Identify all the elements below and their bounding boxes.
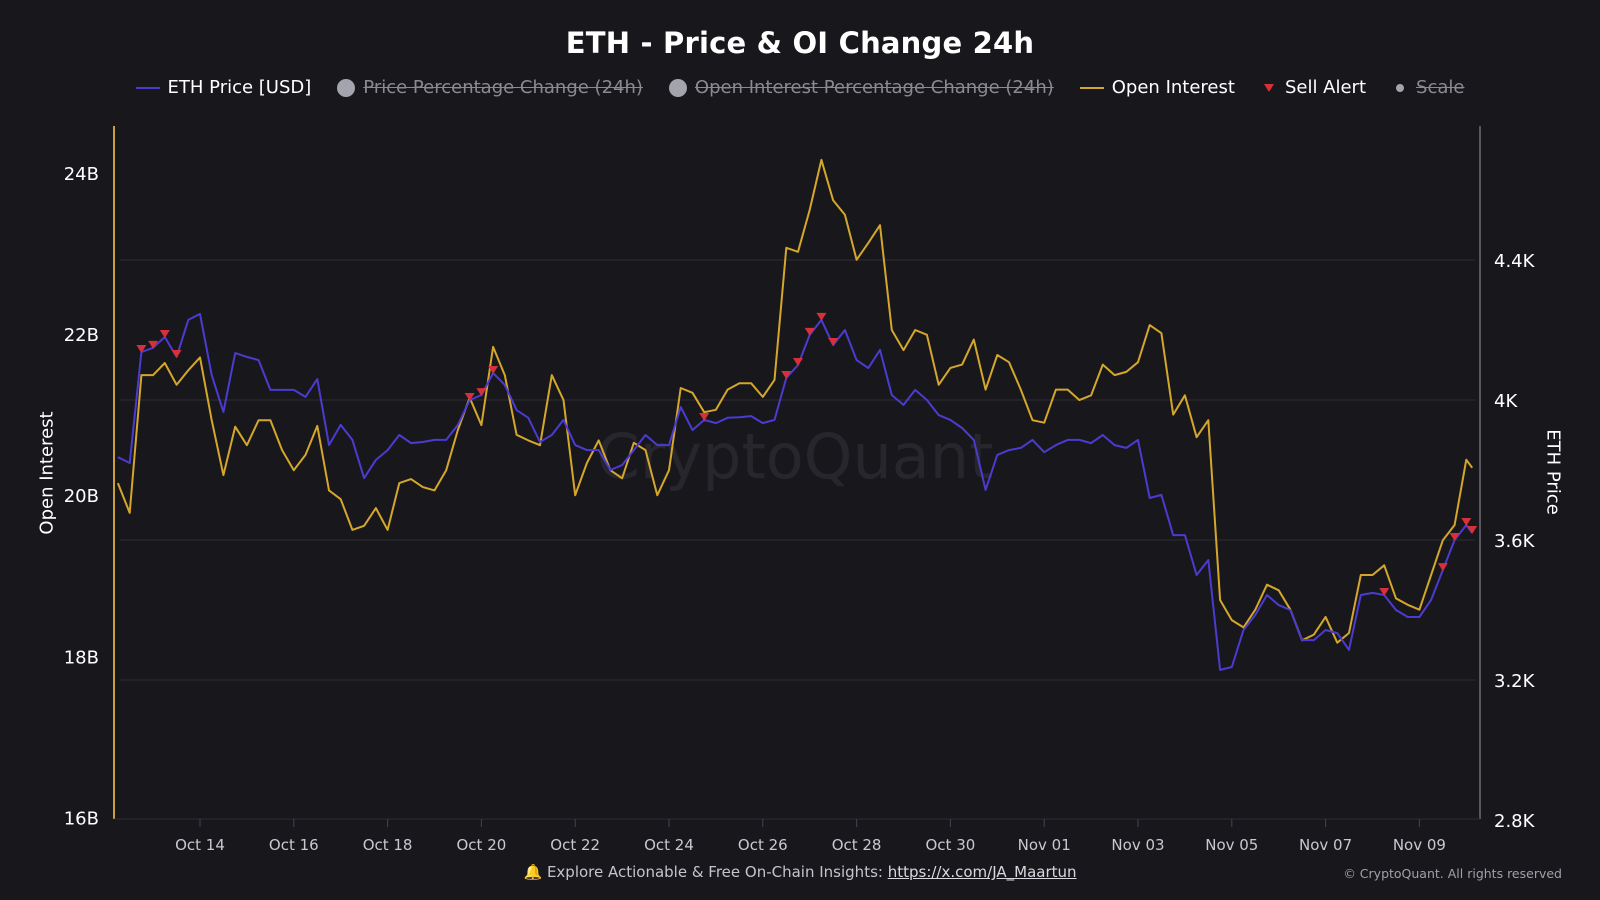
triangle-down-icon	[1263, 83, 1274, 92]
left-axis-title: Open Interest	[36, 411, 58, 535]
x-axis-tick-label: Oct 20	[457, 836, 507, 854]
right-axis-title: ETH Price	[1542, 429, 1564, 515]
right-axis-tick-label: 2.8K	[1494, 811, 1536, 832]
sell-alert-marker	[781, 370, 792, 379]
x-axis-tick-label: Oct 22	[550, 836, 600, 854]
x-axis-tick-label: Oct 14	[175, 836, 225, 854]
legend-item-eth-price[interactable]: ETH Price [USD]	[135, 77, 312, 98]
sell-alert-marker	[1449, 533, 1460, 541]
left-axis-tick-label: 20B	[64, 486, 99, 507]
sell-alert-marker	[1379, 587, 1390, 596]
legend-label: Open Interest	[1111, 77, 1235, 98]
sell-alert-marker	[792, 358, 803, 366]
sell-alert-marker	[804, 327, 815, 336]
legend-item-open-interest[interactable]: Open Interest	[1079, 77, 1235, 98]
circle-swatch-icon	[337, 78, 356, 97]
legend-item-price-pct-change[interactable]: Price Percentage Change (24h)	[337, 77, 643, 98]
x-axis-tick-label: Nov 07	[1299, 836, 1352, 854]
right-axis-tick-label: 4K	[1494, 391, 1518, 412]
sell-alert-marker	[488, 366, 499, 375]
legend-label: Price Percentage Change (24h)	[363, 77, 643, 98]
sell-alert-marker	[1467, 526, 1478, 534]
legend-label: Scale	[1416, 77, 1465, 98]
sell-alert-marker	[171, 349, 182, 358]
footer: 🔔 Explore Actionable & Free On-Chain Ins…	[0, 863, 1600, 881]
x-axis-tick-label: Oct 24	[644, 836, 694, 854]
line-swatch-icon	[1079, 86, 1104, 89]
sell-alert-marker	[136, 345, 147, 354]
left-axis-tick-label: 18B	[64, 647, 99, 668]
x-axis-tick-label: Oct 16	[269, 836, 319, 854]
x-axis-tick-label: Oct 26	[738, 836, 788, 854]
sell-alert-marker	[1461, 517, 1472, 526]
line-swatch-icon	[135, 86, 160, 89]
x-axis-tick-label: Nov 09	[1393, 836, 1446, 854]
bell-icon: 🔔	[523, 863, 543, 881]
legend-item-oi-pct-change[interactable]: Open Interest Percentage Change (24h)	[668, 77, 1054, 98]
right-axis-tick-label: 3.6K	[1494, 531, 1536, 552]
dot-swatch-icon	[1396, 83, 1405, 92]
x-axis-tick-label: Nov 05	[1205, 836, 1258, 854]
sell-alert-marker	[699, 412, 710, 421]
x-axis-tick-label: Oct 18	[363, 836, 413, 854]
watermark: CryptoQuant	[597, 420, 994, 493]
chart-title: ETH - Price & OI Change 24h	[565, 26, 1035, 60]
legend-label: Open Interest Percentage Change (24h)	[694, 77, 1054, 98]
copyright: © CryptoQuant. All rights reserved	[1343, 866, 1562, 881]
x-axis-tick-label: Nov 03	[1111, 836, 1164, 854]
legend: ETH Price [USD] Price Percentage Change …	[0, 77, 1600, 98]
sell-alert-marker	[464, 393, 475, 401]
sell-alert-marker	[1437, 563, 1448, 572]
legend-item-scale[interactable]: Scale	[1392, 77, 1464, 98]
sell-alert-marker	[476, 388, 487, 397]
sell-alert-marker	[828, 338, 839, 347]
footer-link[interactable]: https://x.com/JA_Maartun	[887, 863, 1077, 881]
x-axis-tick-label: Oct 30	[926, 836, 976, 854]
sell-alert-marker	[816, 312, 827, 321]
open-interest-line	[116, 158, 1474, 644]
x-axis-tick-label: Oct 28	[832, 836, 882, 854]
legend-item-sell-alert[interactable]: Sell Alert	[1261, 77, 1366, 98]
left-axis-tick-label: 24B	[64, 164, 99, 185]
x-axis-tick-label: Nov 01	[1018, 836, 1071, 854]
legend-label: Sell Alert	[1284, 77, 1367, 98]
circle-swatch-icon	[668, 78, 687, 97]
footer-text: Explore Actionable & Free On-Chain Insig…	[546, 863, 888, 881]
left-axis-tick-label: 22B	[64, 325, 99, 346]
sell-alert-marker	[159, 330, 170, 338]
left-axis-tick-label: 16B	[64, 809, 99, 830]
legend-label: ETH Price [USD]	[167, 77, 312, 98]
right-axis-tick-label: 3.2K	[1494, 671, 1536, 692]
right-axis-tick-label: 4.4K	[1494, 251, 1536, 272]
sell-alert-marker	[148, 340, 159, 349]
